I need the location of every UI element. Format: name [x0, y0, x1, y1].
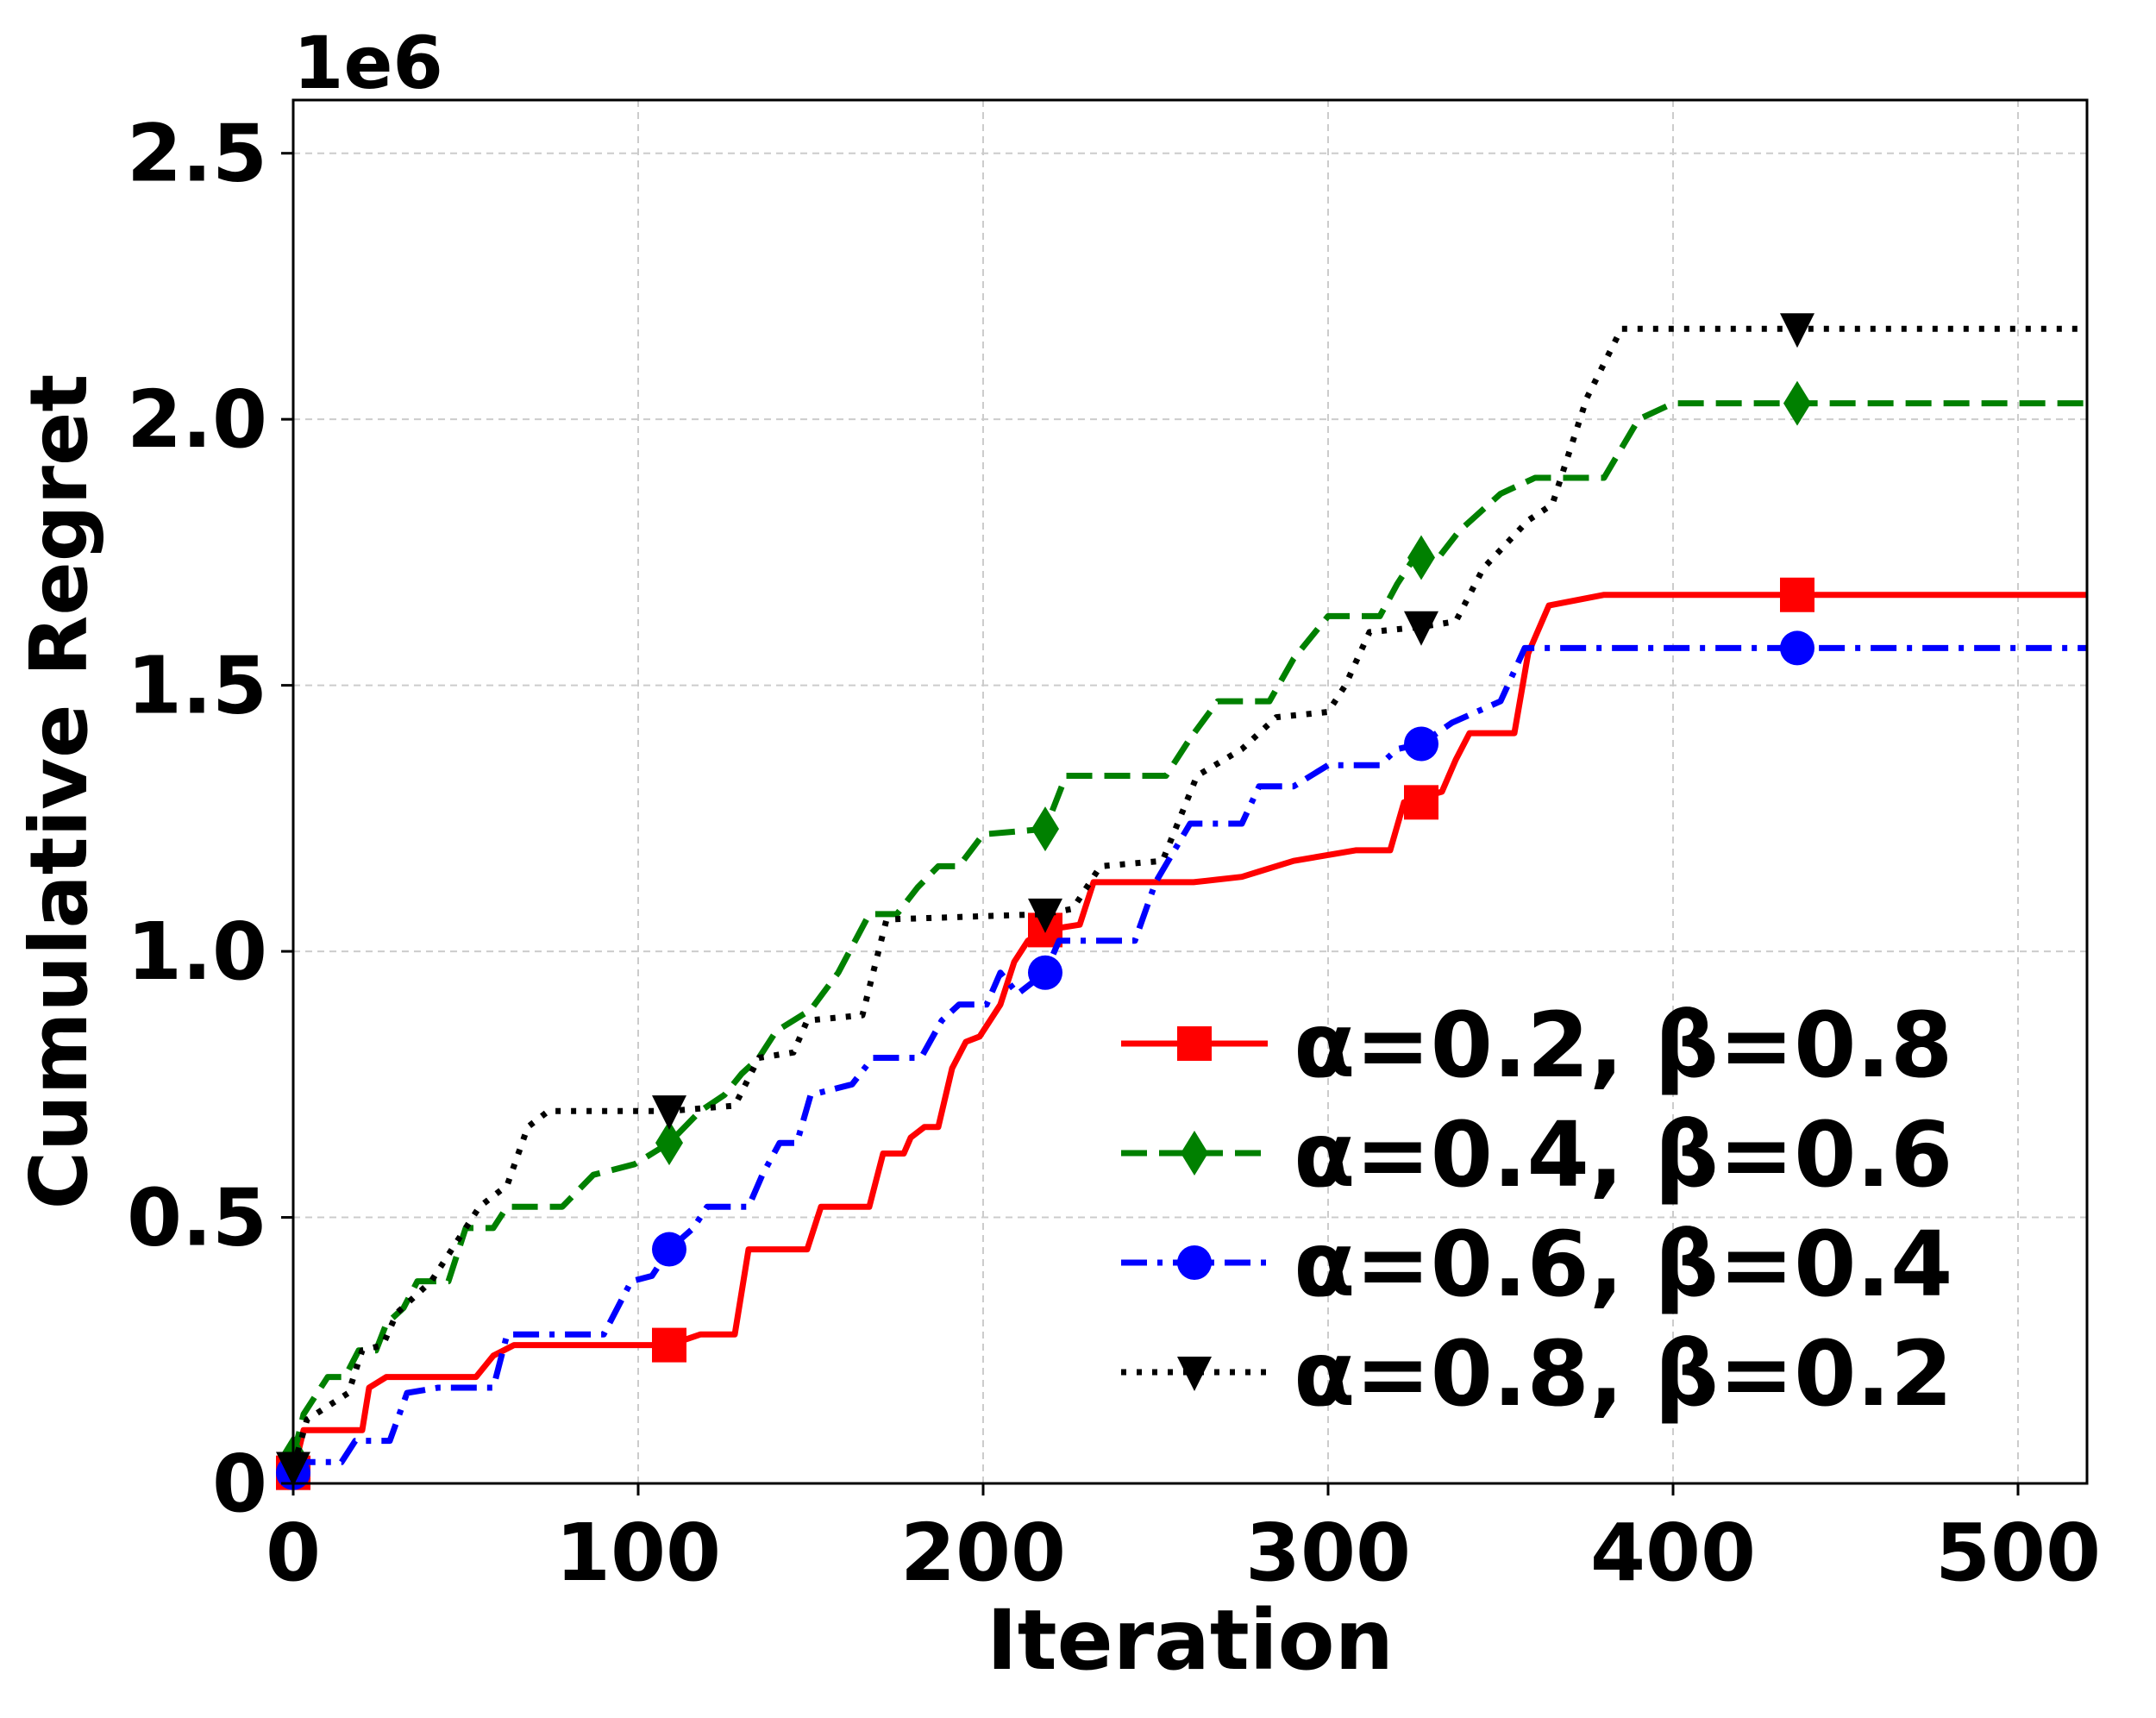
legend-item: α=0.4, β=0.6	[1121, 1102, 1952, 1207]
x-tick-label: 100	[555, 1507, 721, 1599]
data-point-marker	[1404, 785, 1438, 820]
y-tick-label: 1.5	[127, 640, 267, 732]
x-tick-label: 300	[1245, 1507, 1411, 1599]
data-point-marker	[655, 1120, 683, 1166]
y-tick-label: 0.5	[127, 1172, 267, 1264]
y-tick-label: 2.5	[127, 108, 267, 200]
legend-marker	[1177, 1026, 1212, 1061]
y-tick-label: 2.0	[127, 373, 267, 466]
x-tick-label: 0	[266, 1507, 321, 1599]
data-point-marker	[1783, 380, 1811, 426]
axis-ticks: 0 100 200 300 400 500 0 0.5 1.0 1.5 2.0 2.5	[127, 108, 2101, 1599]
legend-label: α=0.2, β=0.8	[1294, 993, 1952, 1098]
x-tick-label: 200	[900, 1507, 1066, 1599]
series-3	[276, 630, 2087, 1490]
legend: α=0.2, β=0.8α=0.4, β=0.6α=0.6, β=0.4α=0.…	[1121, 993, 1952, 1426]
plot-frame	[291, 98, 2089, 1485]
data-point-marker	[1028, 955, 1062, 990]
x-axis-label: Iteration	[987, 1592, 1394, 1689]
y-tick-label: 0	[212, 1438, 267, 1530]
x-tick-label: 400	[1590, 1507, 1756, 1599]
data-point-marker	[652, 1095, 686, 1131]
series-line	[291, 644, 2087, 1476]
legend-item: α=0.8, β=0.2	[1121, 1321, 1952, 1426]
y-tick-label: 1.0	[127, 906, 267, 998]
legend-marker	[1177, 1357, 1212, 1391]
legend-item: α=0.2, β=0.8	[1121, 993, 1952, 1098]
legend-marker	[1177, 1245, 1212, 1280]
legend-marker	[1181, 1131, 1208, 1176]
data-point-marker	[1031, 806, 1059, 852]
y-offset-label: 1e6	[293, 21, 443, 105]
data-point-marker	[1407, 535, 1435, 580]
x-tick-label: 500	[1935, 1507, 2101, 1599]
legend-label: α=0.6, β=0.4	[1294, 1212, 1952, 1317]
data-point-marker	[1780, 313, 1814, 348]
data-point-marker	[1780, 630, 1814, 666]
data-point-marker	[1780, 577, 1814, 612]
data-point-marker	[1028, 898, 1062, 933]
legend-label: α=0.4, β=0.6	[1294, 1102, 1952, 1207]
legend-label: α=0.8, β=0.2	[1294, 1321, 1952, 1426]
legend-item: α=0.6, β=0.4	[1121, 1212, 1952, 1317]
series-lines	[276, 313, 2087, 1490]
data-point-marker	[1404, 726, 1438, 762]
data-point-marker	[652, 1232, 686, 1267]
data-point-marker	[652, 1327, 686, 1363]
data-point-marker	[1404, 611, 1438, 646]
y-axis-label: Cumulative Regret	[13, 374, 105, 1210]
